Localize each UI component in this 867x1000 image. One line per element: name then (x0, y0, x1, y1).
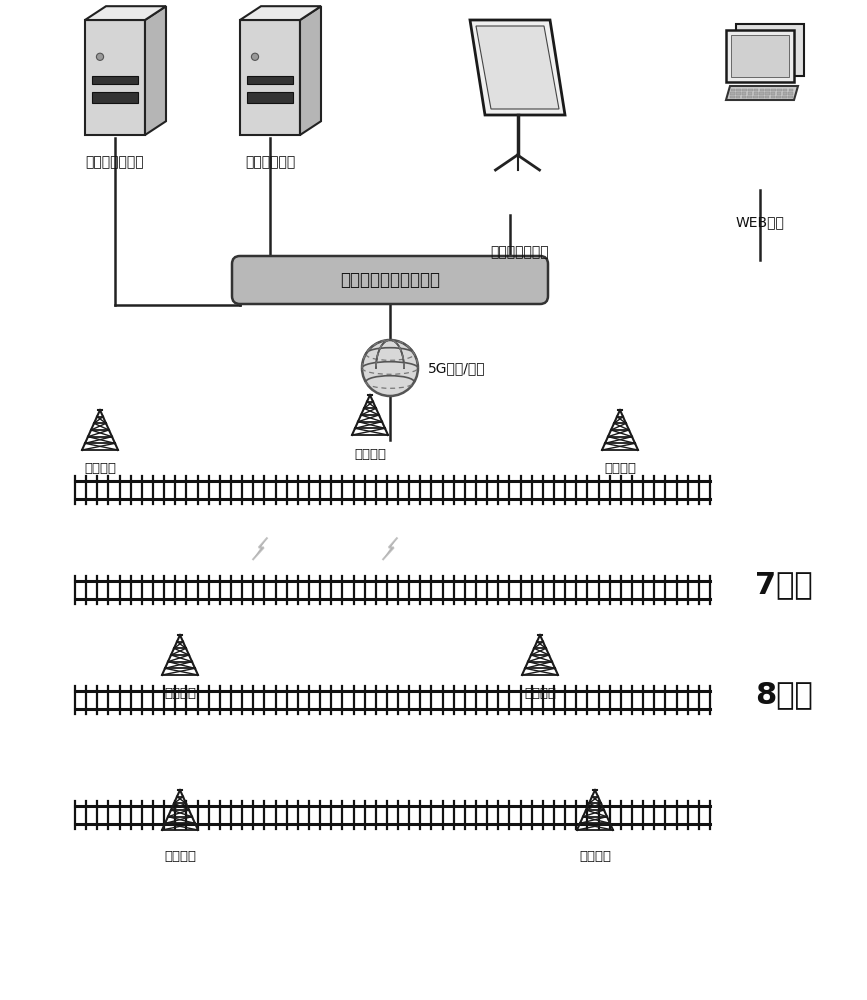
Polygon shape (788, 96, 792, 98)
Polygon shape (765, 92, 770, 95)
Polygon shape (777, 96, 781, 98)
Polygon shape (731, 89, 735, 91)
Polygon shape (788, 92, 792, 95)
Text: 定位采集服务器: 定位采集服务器 (86, 155, 144, 169)
Polygon shape (753, 96, 758, 98)
Polygon shape (730, 96, 734, 98)
Polygon shape (759, 89, 764, 91)
Polygon shape (736, 24, 804, 76)
Polygon shape (742, 89, 746, 91)
Circle shape (251, 53, 258, 60)
Polygon shape (252, 538, 268, 560)
Polygon shape (247, 92, 293, 103)
Text: 8股道: 8股道 (755, 680, 812, 710)
Polygon shape (247, 76, 293, 84)
Text: 定位基站: 定位基站 (164, 687, 196, 700)
Text: 定位基站: 定位基站 (164, 850, 196, 863)
Polygon shape (748, 89, 753, 91)
Text: 7股道: 7股道 (755, 570, 812, 599)
Circle shape (362, 340, 418, 396)
Polygon shape (782, 96, 786, 98)
Polygon shape (789, 89, 793, 91)
Text: 定位基站: 定位基站 (84, 462, 116, 475)
Text: 定位基站: 定位基站 (579, 850, 611, 863)
Polygon shape (777, 92, 781, 95)
Text: 定位基站: 定位基站 (604, 462, 636, 475)
Polygon shape (742, 92, 746, 95)
Polygon shape (470, 20, 565, 115)
Polygon shape (382, 538, 397, 560)
Polygon shape (476, 26, 559, 109)
Polygon shape (240, 6, 321, 20)
Polygon shape (240, 20, 300, 135)
Polygon shape (85, 20, 145, 135)
Polygon shape (92, 92, 138, 103)
Polygon shape (736, 96, 740, 98)
Polygon shape (777, 89, 781, 91)
Polygon shape (766, 89, 770, 91)
Text: 5G公网/光纤: 5G公网/光纤 (428, 361, 486, 375)
Polygon shape (772, 89, 776, 91)
Polygon shape (726, 86, 798, 100)
Polygon shape (747, 92, 753, 95)
Text: 数据库服务器: 数据库服务器 (244, 155, 295, 169)
Polygon shape (736, 92, 740, 95)
Polygon shape (771, 92, 775, 95)
Text: 控制中心大屏幕: 控制中心大屏幕 (491, 245, 550, 259)
Polygon shape (145, 6, 166, 135)
Polygon shape (92, 76, 138, 84)
Polygon shape (759, 92, 764, 95)
Polygon shape (741, 96, 746, 98)
Polygon shape (783, 89, 787, 91)
Text: 定位基站: 定位基站 (354, 448, 386, 461)
Text: WEB终端: WEB终端 (735, 215, 785, 229)
Circle shape (96, 53, 103, 60)
FancyBboxPatch shape (232, 256, 548, 304)
Polygon shape (731, 35, 789, 77)
Polygon shape (771, 96, 775, 98)
Polygon shape (753, 89, 759, 91)
Polygon shape (765, 96, 769, 98)
Polygon shape (726, 30, 794, 82)
Text: 综合楼控制中心局域网: 综合楼控制中心局域网 (340, 271, 440, 289)
Polygon shape (85, 6, 166, 20)
Polygon shape (759, 96, 764, 98)
Polygon shape (300, 6, 321, 135)
Polygon shape (730, 92, 735, 95)
Polygon shape (783, 92, 787, 95)
Polygon shape (747, 96, 752, 98)
Polygon shape (736, 89, 741, 91)
Text: 定位基站: 定位基站 (524, 687, 556, 700)
Polygon shape (753, 92, 758, 95)
